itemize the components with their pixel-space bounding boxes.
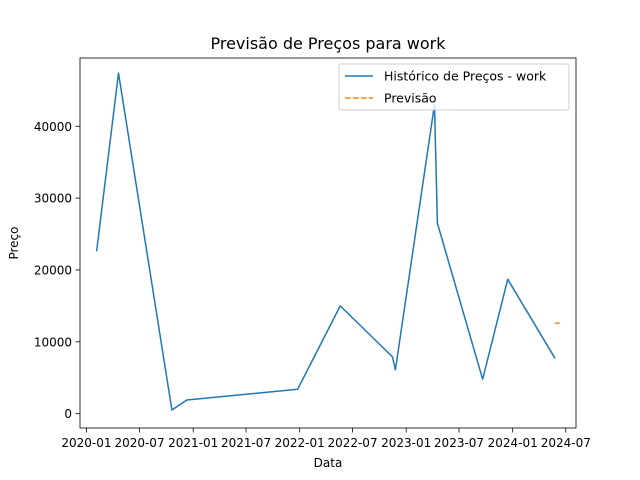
- y-axis: 0 10000 20000 30000 40000: [34, 120, 80, 421]
- y-axis-label: Preço: [7, 226, 21, 259]
- x-tick-label: 2023-07: [434, 436, 484, 450]
- x-tick-label: 2021-07: [221, 436, 271, 450]
- plot-area: [95, 72, 560, 411]
- x-axis-label: Data: [314, 456, 343, 470]
- x-tick-label: 2022-07: [327, 436, 377, 450]
- y-tick-label: 40000: [34, 120, 72, 134]
- y-tick-label: 20000: [34, 263, 72, 277]
- x-tick-label: 2022-01: [275, 436, 325, 450]
- legend: Histórico de Preços - work Previsão: [338, 63, 570, 111]
- plot-frame: [79, 57, 577, 429]
- y-tick-label: 30000: [34, 192, 72, 206]
- legend-label-previsao: Previsão: [384, 91, 437, 106]
- x-tick-label: 2021-01: [168, 436, 218, 450]
- series-line-0: [95, 72, 556, 411]
- chart-title: Previsão de Preços para work: [210, 34, 446, 53]
- x-tick-label: 2023-01: [381, 436, 431, 450]
- y-tick-label: 0: [64, 407, 72, 421]
- x-tick-label: 2020-07: [114, 436, 164, 450]
- y-tick-label: 10000: [34, 335, 72, 349]
- x-tick-label: 2024-01: [488, 436, 538, 450]
- x-tick-label: 2020-01: [61, 436, 111, 450]
- legend-box: [338, 63, 570, 111]
- legend-label-historico: Histórico de Preços - work: [384, 69, 547, 84]
- x-tick-label: 2024-07: [541, 436, 591, 450]
- x-axis: 2020-01 2020-07 2021-01 2021-07 2022-01 2022-…: [61, 428, 591, 450]
